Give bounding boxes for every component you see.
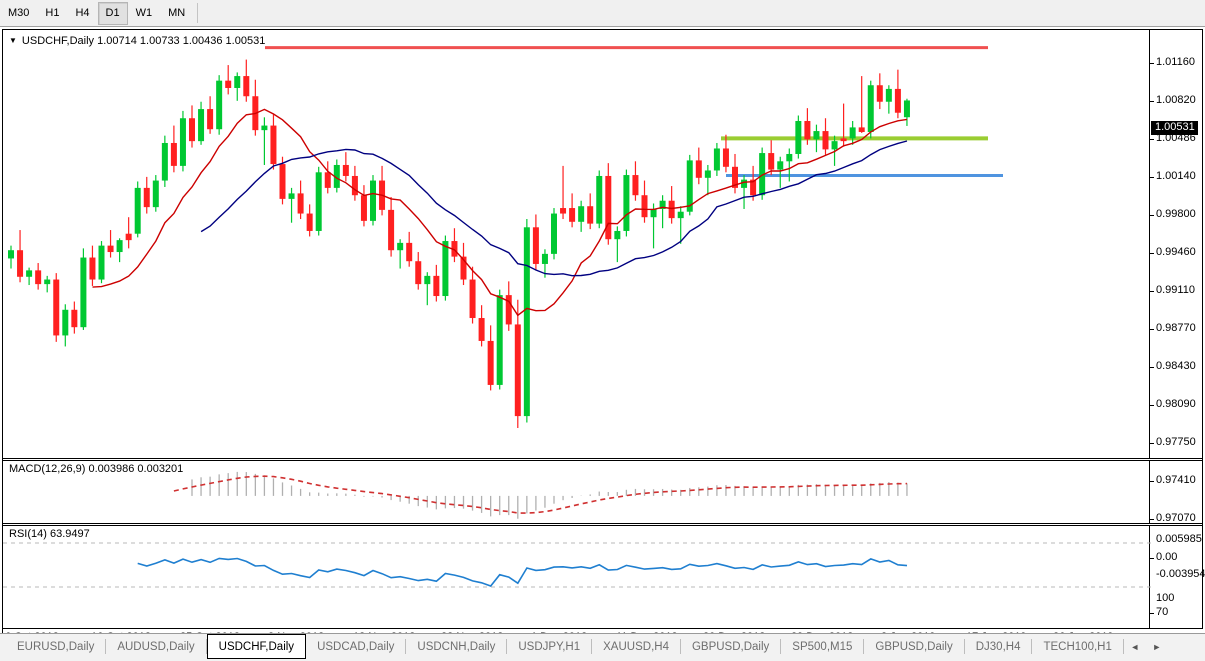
tab-divider: [963, 639, 965, 654]
tab-divider: [863, 639, 865, 654]
rsi-line: [137, 557, 908, 587]
tab-scroll-next-button[interactable]: ►: [1152, 641, 1162, 652]
rsi-plot-area[interactable]: [3, 526, 1151, 627]
tab-divider: [591, 639, 593, 654]
tab-divider: [405, 639, 407, 654]
macd-pane-separator: [3, 458, 1202, 461]
price-tick-label: 0.99460: [1156, 246, 1196, 258]
chart-canvas-frame[interactable]: ▼ USDCHF,Daily 1.00714 1.00733 1.00436 1…: [2, 29, 1205, 661]
rsi-tick-label: 70: [1156, 606, 1169, 618]
price-tick-label: 0.98770: [1156, 322, 1196, 334]
macd-tick-label: 0.00: [1156, 551, 1178, 563]
chart-tab-gbpusd-daily-1[interactable]: GBPUSD,Daily: [691, 640, 770, 653]
price-tick-label: 1.01160: [1156, 56, 1195, 68]
tab-divider: [780, 639, 782, 654]
price-tick-label: 0.98430: [1156, 360, 1196, 372]
price-tick-label: 0.99110: [1156, 284, 1195, 296]
tab-divider: [205, 639, 207, 654]
tab-divider: [679, 639, 681, 654]
chart-tab-usdcad-daily[interactable]: USDCAD,Daily: [317, 640, 395, 653]
price-scale-axis[interactable]: 1.01160 1.00820 1.00486 1.00531 1.00140 …: [1149, 30, 1205, 661]
rsi-indicator-label[interactable]: RSI(14) 63.9497: [9, 528, 90, 540]
chart-tab-bar: EURUSD,Daily AUDUSD,Daily USDCHF,Daily U…: [0, 633, 1205, 661]
rsi-pane-separator: [3, 523, 1202, 526]
chart-tab-tech100-h1[interactable]: TECH100,H1: [1043, 640, 1112, 653]
price-plot-area[interactable]: [3, 30, 1151, 628]
current-price-badge: 1.00531: [1151, 121, 1198, 135]
timeframe-button-w1[interactable]: W1: [135, 7, 153, 19]
chart-tab-usdcnh-daily[interactable]: USDCNH,Daily: [417, 640, 496, 653]
macd-plot-area[interactable]: [3, 461, 1151, 523]
tab-divider: [1031, 639, 1033, 654]
price-tick-label: 1.00820: [1156, 94, 1196, 106]
chart-tab-eurusd-daily[interactable]: EURUSD,Daily: [17, 640, 95, 653]
tab-scroll-prev-button[interactable]: ◄: [1130, 641, 1140, 652]
tab-divider: [105, 639, 107, 654]
moving-average-slow-line: [200, 140, 908, 277]
chart-tab-dj30-h4[interactable]: DJ30,H4: [975, 640, 1021, 653]
chevron-down-icon[interactable]: ▼: [9, 36, 17, 45]
level-lines: [265, 46, 1003, 178]
macd-indicator-label[interactable]: MACD(12,26,9) 0.003986 0.003201: [9, 463, 184, 475]
price-tick-label: 0.98090: [1156, 398, 1196, 410]
rsi-tick-label: 100: [1156, 592, 1175, 604]
chart-tab-audusd-daily[interactable]: AUDUSD,Daily: [117, 640, 195, 653]
macd-tick-label: -0.003954: [1156, 568, 1205, 580]
chart-symbol-header: ▼ USDCHF,Daily 1.00714 1.00733 1.00436 1…: [9, 35, 265, 47]
price-tick-label: 0.97750: [1156, 436, 1196, 448]
timeframe-button-d1[interactable]: D1: [97, 1, 128, 25]
timeframe-button-h4[interactable]: H4: [75, 7, 90, 19]
macd-histogram: [191, 471, 908, 519]
candlestick-series: [8, 59, 910, 429]
chart-tab-xauusd-h4[interactable]: XAUUSD,H4: [603, 640, 669, 653]
price-tick-label: 0.97070: [1156, 512, 1196, 524]
timeframe-button-h1[interactable]: H1: [45, 7, 60, 19]
timeframe-toolbar: M30 H1 H4 D1 W1 MN: [0, 0, 1205, 27]
price-tick-label: 0.99800: [1156, 208, 1196, 220]
rsi-svg: [3, 542, 1151, 588]
timeframe-button-mn[interactable]: MN: [168, 7, 186, 19]
macd-signal-line: [173, 475, 908, 514]
symbol-ohlc-text: USDCHF,Daily 1.00714 1.00733 1.00436 1.0…: [21, 35, 266, 47]
chart-tab-usdjpy-h1[interactable]: USDJPY,H1: [518, 640, 581, 653]
price-tick-label: 1.00486: [1156, 132, 1196, 144]
price-tick-label: 0.97410: [1156, 474, 1196, 486]
price-chart-svg: [8, 46, 1003, 429]
price-tick-label: 1.00140: [1156, 170, 1196, 182]
chart-tab-usdchf-daily[interactable]: USDCHF,Daily: [206, 634, 307, 659]
moving-average-fast-line: [92, 108, 908, 317]
tab-divider: [1122, 639, 1124, 654]
tab-divider: [506, 639, 508, 654]
toolbar-divider: [197, 3, 199, 23]
macd-tick-label: 0.005985: [1156, 533, 1202, 545]
timeframe-button-m30[interactable]: M30: [8, 7, 30, 19]
chart-tab-gbpusd-daily-2[interactable]: GBPUSD,Daily: [875, 640, 953, 653]
chart-tab-sp500-m15[interactable]: SP500,M15: [792, 640, 853, 653]
macd-svg: [173, 471, 908, 519]
